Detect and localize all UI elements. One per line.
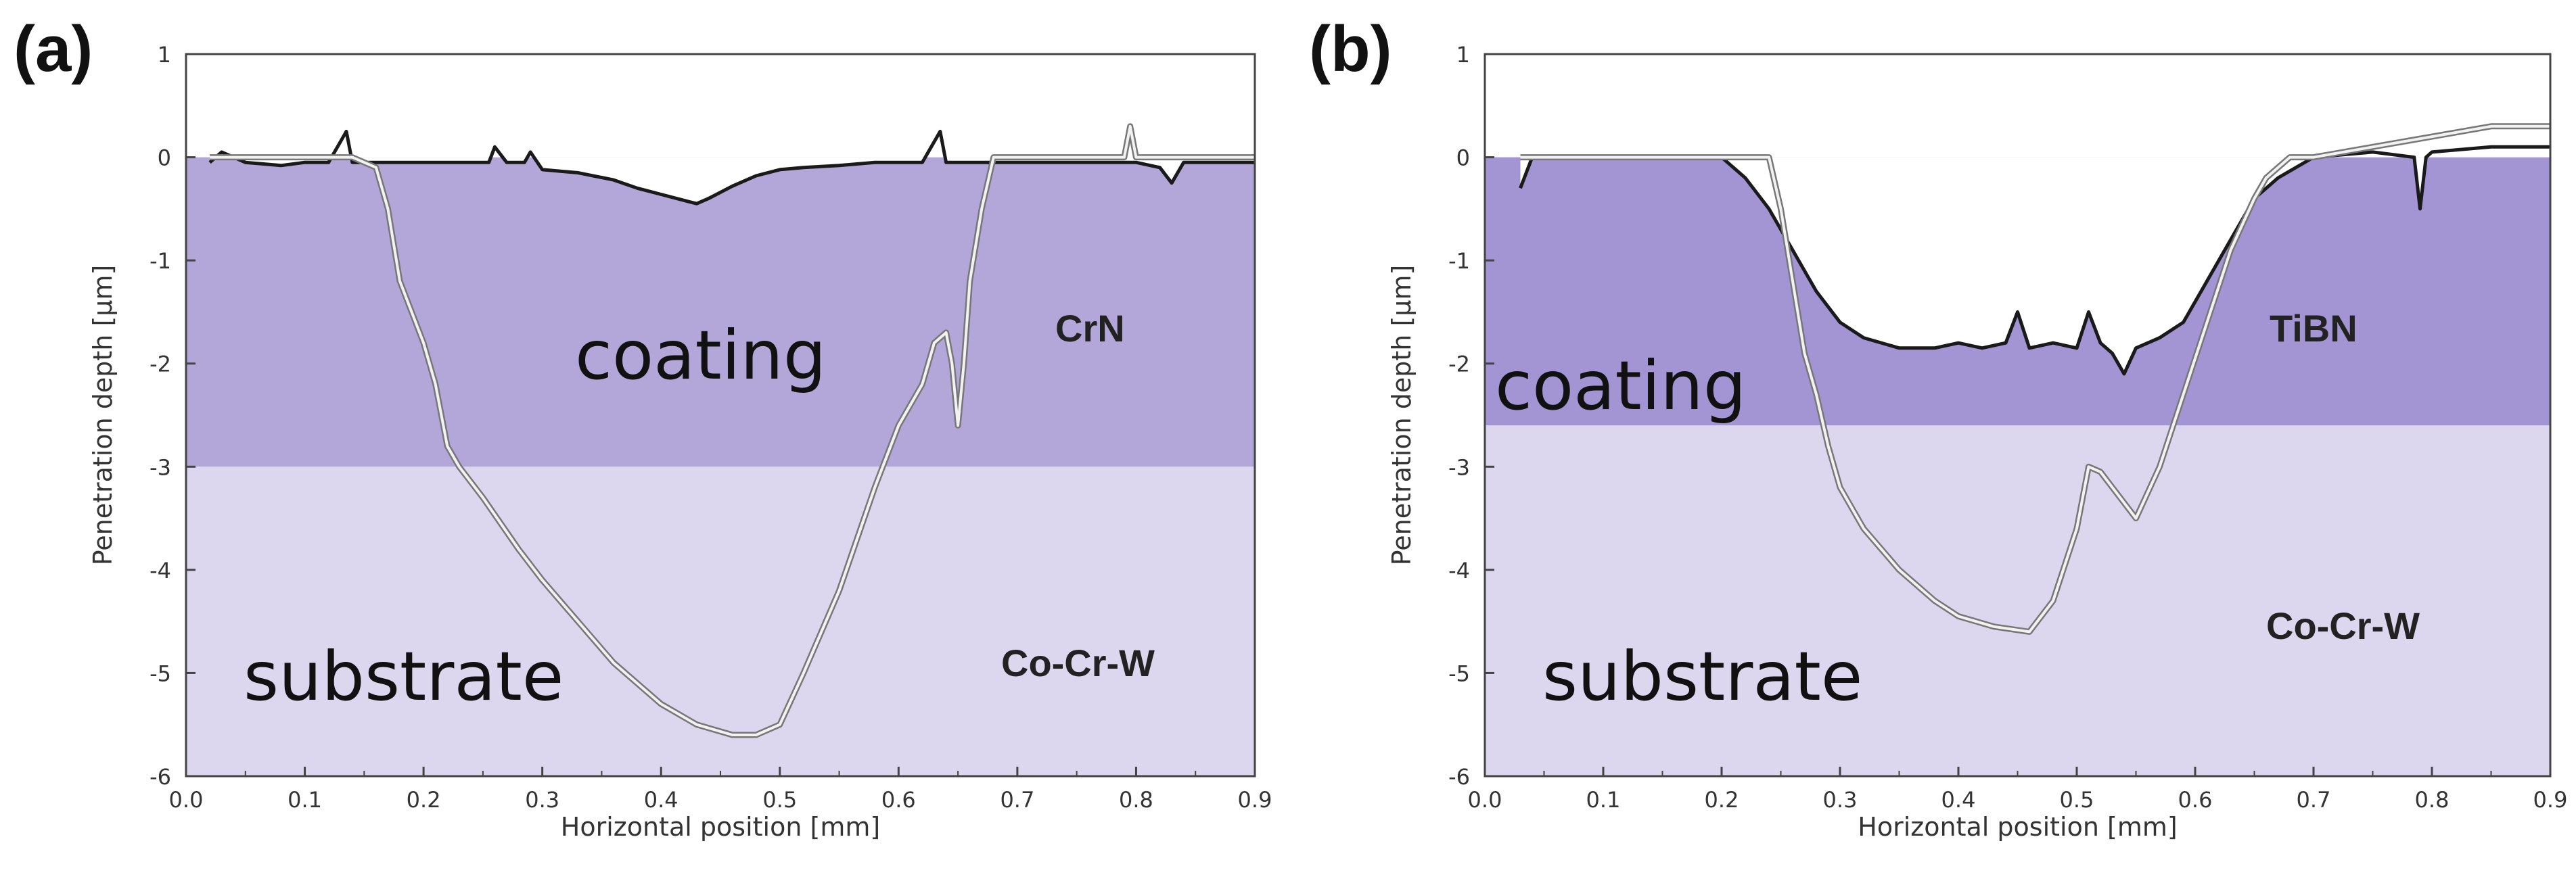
y-tick-label: -4 <box>150 558 171 583</box>
series-line-scratch <box>1520 124 2550 634</box>
y-tick-label: 0 <box>1456 145 1470 171</box>
y-tick-label: -5 <box>150 661 171 686</box>
y-tick-label: 1 <box>1456 42 1470 68</box>
x-tick-label: 0.7 <box>2297 787 2331 813</box>
y-tick-label: 0 <box>158 145 171 171</box>
x-tick-label: 0.6 <box>2178 787 2213 813</box>
groove-cutout <box>210 131 1256 204</box>
x-tick-label: 0.9 <box>2533 787 2568 813</box>
coating-region <box>186 157 1255 467</box>
y-tick-label: -2 <box>150 352 171 377</box>
substrate-material-label: Co-Cr-W <box>1001 642 1155 684</box>
substrate-label: substrate <box>1542 637 1862 716</box>
coating-label: coating <box>1495 346 1746 425</box>
x-tick-label: 0.3 <box>525 787 559 813</box>
plot-background <box>186 54 1255 158</box>
x-tick-label: 0.7 <box>1000 787 1034 813</box>
x-tick-label: 0.3 <box>1823 787 1858 813</box>
x-tick-label: 0.5 <box>2060 787 2094 813</box>
x-tick-label: 0.8 <box>1119 787 1153 813</box>
x-tick-label: 0.4 <box>644 787 678 813</box>
coating-label: coating <box>575 316 826 395</box>
substrate-material-label: Co-Cr-W <box>2266 604 2420 647</box>
series-line-scratch <box>210 124 1255 736</box>
x-tick-label: 0.2 <box>407 787 441 813</box>
x-axis-title: Horizontal position [mm] <box>561 812 880 842</box>
x-axis-title: Horizontal position [mm] <box>1858 812 2177 842</box>
y-tick-label: -1 <box>1448 248 1470 274</box>
coating-material-label: CrN <box>1055 307 1125 350</box>
chart-panel-b: 0.0 0.1 0.2 0.3 0.4 0.5 0.6 0.7 0.8 0.9 1 0 -1 -2 -3 -4… <box>1387 42 2567 842</box>
panel-label-b: (b) <box>1309 13 1392 85</box>
y-tick-label: -5 <box>1448 661 1470 686</box>
substrate-region <box>186 467 1255 776</box>
coating-material-label: TiBN <box>2270 307 2358 350</box>
plot-background <box>1485 54 2550 158</box>
y-tick-label: 1 <box>158 42 171 68</box>
x-tick-label: 0.8 <box>2415 787 2450 813</box>
x-tick-label: 0.0 <box>1468 787 1502 813</box>
y-axis-title: Penetration depth [μm] <box>1387 265 1417 566</box>
x-tick-label: 0.4 <box>1941 787 1976 813</box>
y-axis-title: Penetration depth [μm] <box>88 265 118 566</box>
y-tick-label: -2 <box>1448 352 1470 377</box>
y-tick-label: -4 <box>1448 558 1470 583</box>
y-tick-label: -3 <box>1448 454 1470 480</box>
y-tick-label: -1 <box>150 248 171 274</box>
x-tick-label: 0.6 <box>881 787 916 813</box>
y-tick-label: -3 <box>150 454 171 480</box>
chart-panel-a: 0.0 0.1 0.2 0.3 0.4 0.5 0.6 0.7 0.8 0.9 1 0 -1 -2 -3 -4… <box>88 42 1272 842</box>
y-tick-label: -6 <box>150 764 171 790</box>
x-tick-label: 0.2 <box>1705 787 1739 813</box>
y-tick-label: -6 <box>1448 764 1470 790</box>
x-tick-label: 0.1 <box>1586 787 1621 813</box>
substrate-region <box>1485 425 2550 776</box>
x-tick-label: 0.5 <box>762 787 797 813</box>
x-tick-label: 0.9 <box>1238 787 1272 813</box>
panel-label-a: (a) <box>14 13 93 85</box>
substrate-label: substrate <box>244 637 564 716</box>
x-tick-label: 0.0 <box>169 787 204 813</box>
x-tick-label: 0.1 <box>288 787 322 813</box>
